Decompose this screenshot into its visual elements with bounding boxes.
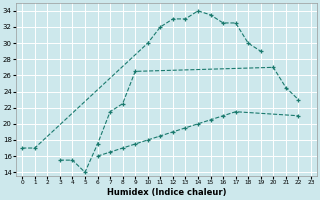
- X-axis label: Humidex (Indice chaleur): Humidex (Indice chaleur): [107, 188, 226, 197]
